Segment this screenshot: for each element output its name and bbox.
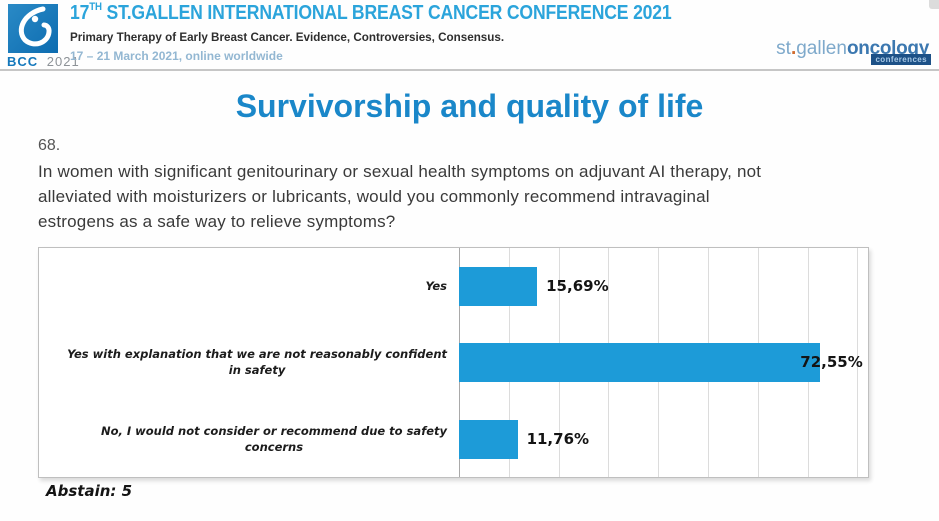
logo-dot: . <box>790 38 797 59</box>
bcc-label: BCC <box>7 54 39 69</box>
chart-rows: Yes 15,69% Yes with explanation that we … <box>39 248 868 477</box>
bcc-year: 2021 <box>46 54 80 69</box>
logo-conferences-tag: conferences <box>871 54 931 65</box>
logo-st: st <box>776 38 791 59</box>
bar <box>459 343 821 383</box>
row-plot: 72,55% <box>459 324 866 400</box>
bar-chart: Yes 15,69% Yes with explanation that we … <box>38 247 869 478</box>
row-plot: 11,76% <box>459 401 866 477</box>
category-label: Yes with explanation that we are not rea… <box>67 347 447 378</box>
conference-title: 17TH ST.GALLEN INTERNATIONAL BREAST CANC… <box>70 1 672 25</box>
bar-value-label: 72,55% <box>800 353 863 372</box>
row-plot: 15,69% <box>459 248 866 324</box>
question-text: In women with significant genitourinary … <box>38 162 762 231</box>
bar-value-label: 15,69% <box>546 277 609 296</box>
question-number: 68. <box>38 137 61 154</box>
swan-drop-icon <box>18 6 52 47</box>
conference-title-ordinal: TH <box>89 1 102 14</box>
top-right-artifact <box>929 0 939 9</box>
conference-title-text: ST.GALLEN INTERNATIONAL BREAST CANCER CO… <box>101 2 672 24</box>
abstain-note: Abstain: 5 <box>46 482 133 500</box>
chart-row: No, I would not consider or recommend du… <box>39 401 868 477</box>
chart-row: Yes with explanation that we are not rea… <box>39 324 868 400</box>
bar <box>459 419 518 459</box>
header-divider <box>0 69 939 71</box>
bar-value-label: 11,76% <box>526 429 590 448</box>
bcc-logo <box>8 4 58 53</box>
category-label: Yes <box>425 279 448 294</box>
page-title: Survivorship and quality of life <box>235 88 704 124</box>
stgallen-oncology-logo: st.gallenoncology conferences <box>776 38 931 65</box>
category-label: No, I would not consider or recommend du… <box>100 423 447 454</box>
bar <box>459 267 538 306</box>
logo-gallen: gallen <box>796 38 847 59</box>
gridline <box>857 248 859 477</box>
chart-row: Yes 15,69% <box>39 248 868 324</box>
conference-title-number: 17 <box>70 2 90 24</box>
bcc-badge-text: BCC 2021 <box>7 54 80 69</box>
conference-dates: 17 – 21 March 2021, online worldwide <box>70 49 283 63</box>
conference-subtitle: Primary Therapy of Early Breast Cancer. … <box>70 30 505 44</box>
logo-oncology: oncology <box>846 38 929 59</box>
